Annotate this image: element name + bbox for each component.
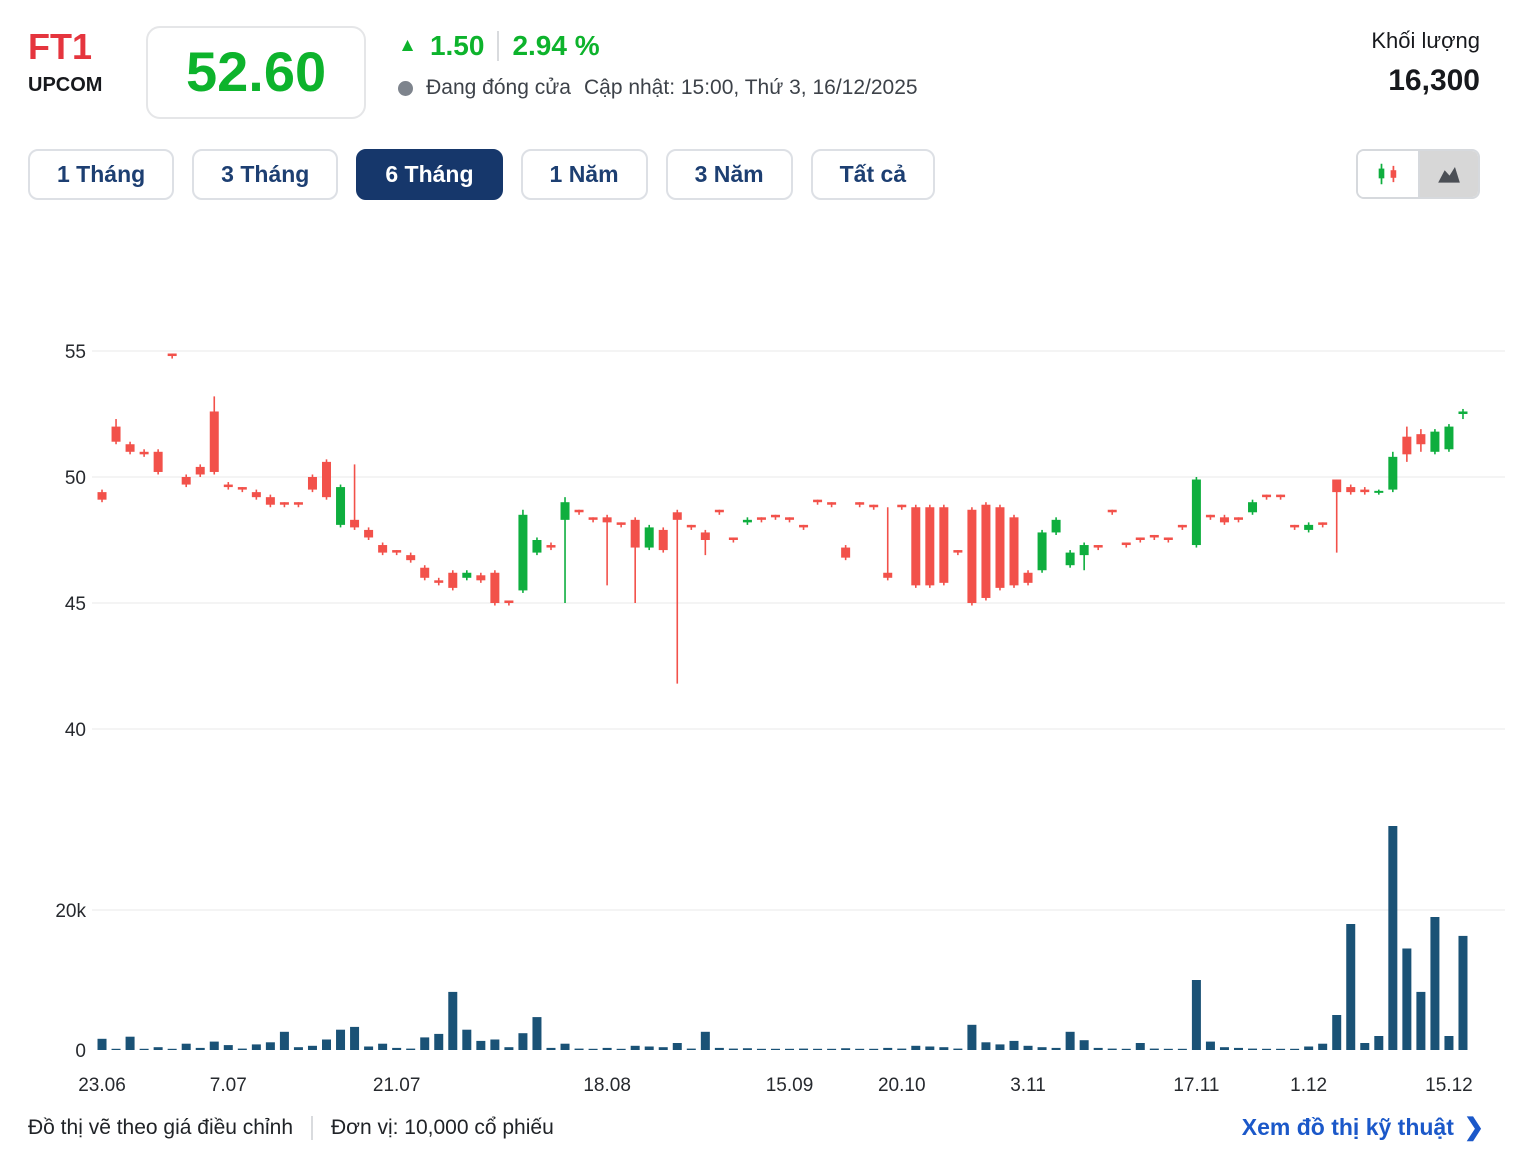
svg-text:18.08: 18.08 [583, 1075, 631, 1096]
candles [97, 353, 1468, 684]
change-row: ▲ 1.50 2.94 % [398, 30, 917, 62]
svg-text:23.06: 23.06 [78, 1075, 126, 1096]
change-divider [497, 31, 500, 61]
gridlines [92, 350, 1505, 911]
volume-label: Khối lượng [1371, 28, 1480, 53]
svg-text:3.11: 3.11 [1010, 1075, 1046, 1096]
market-status: Đang đóng cửa [426, 76, 571, 99]
svg-text:55: 55 [65, 342, 86, 363]
axis-labels: 55 50 45 40 20k 0 [55, 342, 86, 1062]
technical-chart-label: Xem đồ thị kỹ thuật [1241, 1114, 1454, 1141]
svg-text:20k: 20k [55, 901, 86, 922]
ticker-symbol: FT1 [28, 26, 93, 67]
market-status-dot-icon [398, 80, 414, 96]
x-axis-labels: 23.06 7.07 21.07 18.08 15.09 20.10 3.11 17.11 1.… [78, 1075, 1472, 1096]
volume-bars [97, 826, 1468, 1051]
svg-text:0: 0 [75, 1041, 86, 1062]
tab-3-nam[interactable]: 3 Năm [665, 148, 793, 201]
area-chart-button[interactable] [1418, 151, 1478, 198]
up-triangle-icon: ▲ [398, 35, 417, 56]
unit-note: Đơn vị: 10,000 cổ phiếu [311, 1115, 554, 1140]
candlestick-chart-button[interactable] [1358, 151, 1418, 198]
svg-text:50: 50 [65, 468, 86, 489]
last-price: 52.60 [186, 40, 327, 103]
svg-text:15.09: 15.09 [766, 1075, 814, 1096]
symbol-block: FT1 UPCOM [28, 28, 140, 97]
svg-text:15.12: 15.12 [1425, 1075, 1473, 1096]
last-price-box: 52.60 [146, 26, 367, 119]
svg-text:1.12: 1.12 [1290, 1075, 1327, 1096]
tab-1-nam[interactable]: 1 Năm [520, 148, 648, 201]
tab-1-thang[interactable]: 1 Tháng [28, 148, 175, 201]
chart-footer: Đồ thị vẽ theo giá điều chỉnh Đơn vị: 10… [0, 1111, 1514, 1142]
tab-6-thang[interactable]: 6 Tháng [356, 148, 503, 201]
svg-text:40: 40 [65, 720, 86, 741]
range-tabs: 1 Tháng 3 Tháng 6 Tháng 1 Năm 3 Năm Tất … [0, 148, 1514, 201]
tab-tat-ca[interactable]: Tất cả [810, 148, 936, 201]
svg-text:45: 45 [65, 594, 86, 615]
exchange-label: UPCOM [28, 73, 103, 96]
tab-3-thang[interactable]: 3 Tháng [192, 148, 339, 201]
svg-text:21.07: 21.07 [373, 1075, 421, 1096]
svg-text:20.10: 20.10 [878, 1075, 926, 1096]
status-row: Đang đóng cửa Cập nhật: 15:00, Thứ 3, 16… [398, 76, 918, 100]
price-change: 1.50 [429, 30, 485, 61]
volume-value: 16,300 [1388, 64, 1480, 97]
area-chart-icon [1438, 167, 1460, 184]
chart-type-switch [1356, 149, 1480, 200]
chevron-right-icon: ❯ [1463, 1114, 1484, 1142]
technical-chart-link[interactable]: Xem đồ thị kỹ thuật ❯ [1242, 1113, 1484, 1142]
candlestick-icon [1378, 164, 1397, 185]
svg-text:7.07: 7.07 [210, 1075, 247, 1096]
svg-text:17.11: 17.11 [1173, 1075, 1219, 1096]
stock-header: FT1 UPCOM 52.60 ▲ 1.50 2.94 % Đang đóng … [0, 0, 1514, 119]
adjusted-price-note: Đồ thị vẽ theo giá điều chỉnh [28, 1115, 294, 1139]
last-updated: Cập nhật: 15:00, Thứ 3, 16/12/2025 [583, 76, 918, 99]
volume-block: Khối lượng 16,300 [1371, 28, 1480, 98]
price-volume-chart[interactable]: 55 50 45 40 20k 0 23.06 7.07 21.07 18.08 15.09 20.1… [0, 206, 1514, 1111]
price-change-percent: 2.94 % [512, 30, 600, 61]
change-block: ▲ 1.50 2.94 % Đang đóng cửa Cập nhật: 15… [398, 30, 918, 100]
